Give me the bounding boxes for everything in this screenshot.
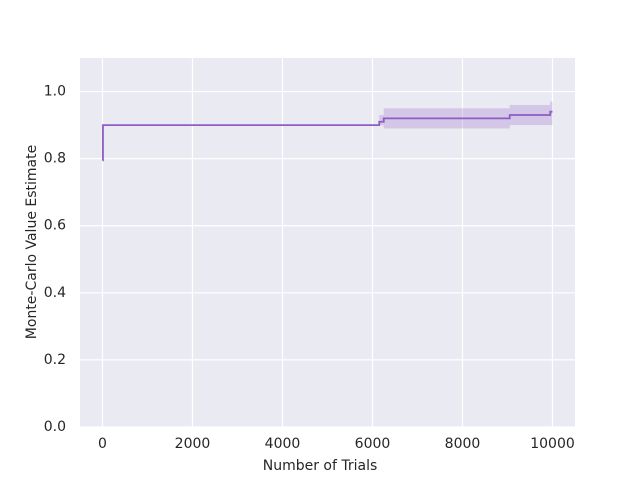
y-tick-label: 0.8 (44, 151, 66, 167)
data-line (102, 110, 553, 162)
plot-area (80, 58, 575, 427)
confidence-band (550, 101, 553, 126)
x-tick-label: 2000 (175, 436, 211, 452)
y-tick-label: 0.0 (44, 419, 66, 435)
y-axis-label: Monte-Carlo Value Estimate (24, 145, 40, 339)
y-tick-label: 0.6 (44, 218, 66, 234)
x-tick-label: 10000 (530, 436, 575, 452)
y-tick-label: 0.4 (44, 285, 66, 301)
x-axis-label: Number of Trials (263, 458, 378, 474)
confidence-band (379, 115, 384, 126)
x-tick-label: 6000 (355, 436, 391, 452)
y-tick-label: 1.0 (44, 84, 66, 100)
x-tick-label: 0 (98, 436, 107, 452)
x-tick-label: 4000 (265, 436, 301, 452)
y-tick-label: 0.2 (44, 352, 66, 368)
x-tick-label: 8000 (445, 436, 481, 452)
